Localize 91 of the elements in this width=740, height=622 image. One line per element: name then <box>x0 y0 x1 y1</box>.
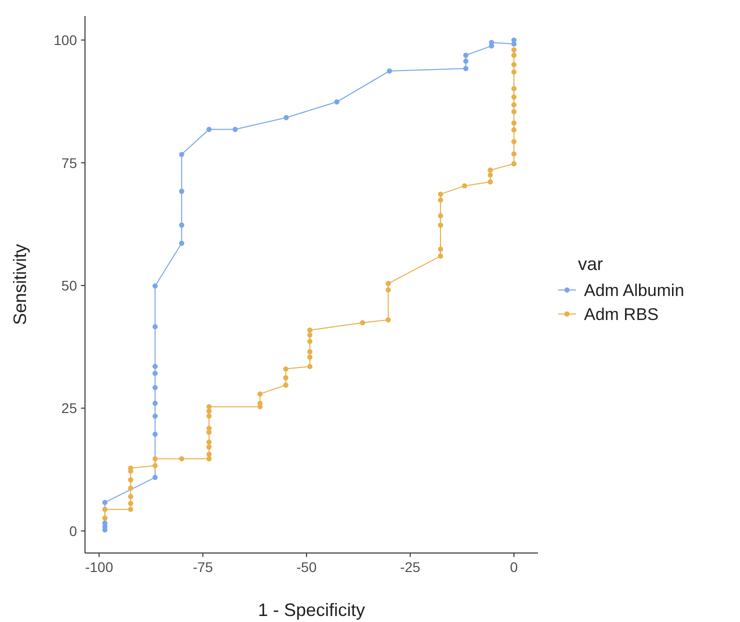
point <box>232 126 238 132</box>
point <box>102 500 108 506</box>
point <box>179 240 184 246</box>
point <box>179 456 184 462</box>
point <box>128 494 134 500</box>
point <box>511 151 517 157</box>
point <box>463 52 468 58</box>
point <box>438 213 444 218</box>
point <box>438 246 444 252</box>
point <box>179 152 184 158</box>
point <box>152 370 158 376</box>
point <box>179 188 184 194</box>
point <box>152 463 158 468</box>
point <box>386 68 392 74</box>
y-axis-title: Sensitivity <box>10 244 30 326</box>
point <box>283 382 288 388</box>
legend-label: Adm Albumin <box>584 281 684 300</box>
point <box>152 364 158 370</box>
point <box>257 391 263 397</box>
point <box>438 253 444 259</box>
point <box>462 183 468 188</box>
point <box>206 126 212 132</box>
point <box>307 338 312 344</box>
point <box>511 139 517 144</box>
point <box>128 486 134 491</box>
point <box>206 452 212 457</box>
point <box>511 52 517 58</box>
point <box>206 444 212 450</box>
point <box>438 192 444 197</box>
point <box>128 500 134 506</box>
point <box>206 404 212 410</box>
y-tick-label: 25 <box>61 400 78 416</box>
point <box>488 179 493 185</box>
point <box>511 62 517 68</box>
x-tick-label: -25 <box>400 559 421 575</box>
point <box>511 120 517 126</box>
point <box>152 413 158 419</box>
point <box>102 516 108 521</box>
point <box>511 86 517 92</box>
point <box>179 222 184 228</box>
point <box>488 172 493 178</box>
point <box>307 332 312 338</box>
point <box>283 375 288 380</box>
point <box>511 47 517 52</box>
point <box>206 413 212 419</box>
point <box>438 197 444 203</box>
point <box>307 364 312 370</box>
point <box>284 115 289 120</box>
x-tick-label: -50 <box>296 559 317 575</box>
point <box>438 222 444 228</box>
y-tick-label: 75 <box>61 154 78 171</box>
point <box>386 317 391 322</box>
point <box>206 439 212 445</box>
point <box>152 474 158 480</box>
point <box>152 456 158 462</box>
point <box>128 506 134 512</box>
point <box>307 328 312 333</box>
point <box>511 69 517 75</box>
point <box>102 506 108 512</box>
point <box>307 354 312 360</box>
point <box>463 58 468 64</box>
y-tick-label: 0 <box>69 522 78 539</box>
point <box>152 283 158 289</box>
point <box>511 94 517 100</box>
point <box>206 426 212 431</box>
point <box>206 408 212 414</box>
y-tick-label: 100 <box>54 32 78 48</box>
point <box>511 127 517 132</box>
point <box>386 280 391 286</box>
x-tick-label: -75 <box>192 559 214 575</box>
legend-title: var <box>578 254 604 274</box>
legend-label: Adm RBS <box>584 305 659 324</box>
point <box>152 432 158 437</box>
point <box>128 477 134 482</box>
point <box>152 400 158 406</box>
point <box>334 99 340 104</box>
point <box>283 366 288 372</box>
x-tick-label: -100 <box>85 559 114 575</box>
point <box>152 324 158 330</box>
x-tick-label: 0 <box>510 559 518 575</box>
point <box>511 109 517 114</box>
point <box>463 66 468 72</box>
point <box>511 102 517 108</box>
point <box>360 320 366 326</box>
point <box>488 168 493 173</box>
x-axis-title: 1 - Specificity <box>258 600 366 620</box>
point <box>152 384 158 390</box>
point <box>511 161 517 166</box>
point <box>386 287 391 292</box>
point <box>307 349 312 354</box>
y-tick-label: 50 <box>61 277 78 294</box>
